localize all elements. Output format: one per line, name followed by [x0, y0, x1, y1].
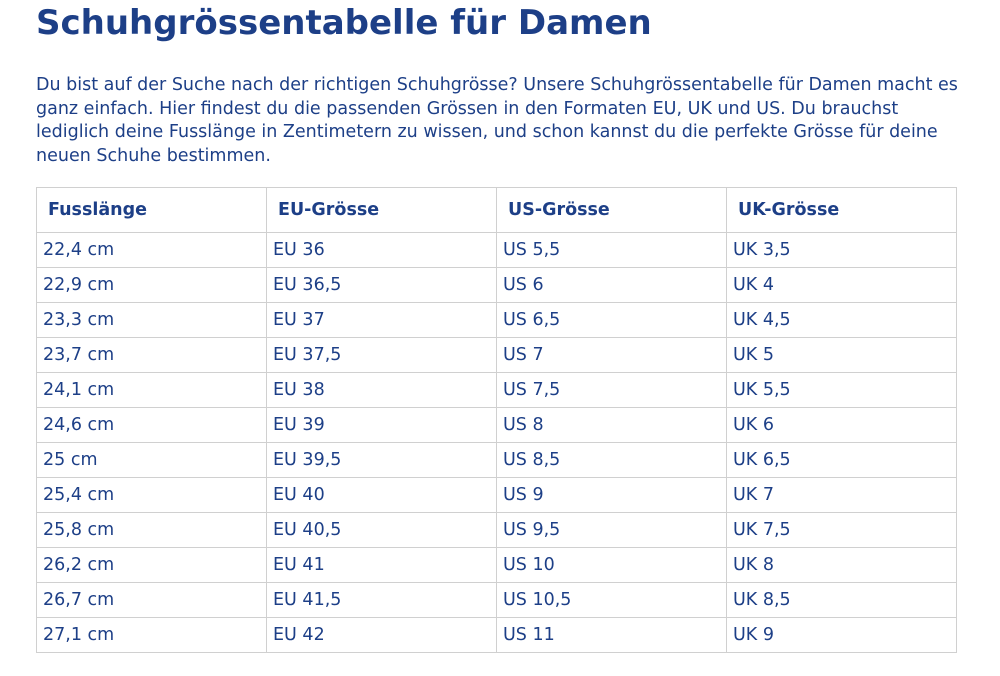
size-table: Fusslänge EU-Grösse US-Grösse UK-Grösse …: [36, 187, 957, 653]
cell-foot-length: 26,2 cm: [36, 547, 267, 583]
cell-uk-size: UK 4: [726, 267, 957, 303]
header-eu-size: EU-Grösse: [266, 187, 497, 233]
table-row: 26,7 cm EU 41,5 US 10,5 UK 8,5: [36, 582, 957, 618]
table-row: 24,6 cm EU 39 US 8 UK 6: [36, 407, 957, 443]
table-row: 25,8 cm EU 40,5 US 9,5 UK 7,5: [36, 512, 957, 548]
cell-uk-size: UK 8: [726, 547, 957, 583]
cell-foot-length: 25,4 cm: [36, 477, 267, 513]
cell-foot-length: 24,6 cm: [36, 407, 267, 443]
cell-foot-length: 23,7 cm: [36, 337, 267, 373]
cell-eu-size: EU 36,5: [266, 267, 497, 303]
cell-us-size: US 6: [496, 267, 727, 303]
cell-foot-length: 26,7 cm: [36, 582, 267, 618]
cell-foot-length: 22,9 cm: [36, 267, 267, 303]
cell-uk-size: UK 7,5: [726, 512, 957, 548]
table-row: 26,2 cm EU 41 US 10 UK 8: [36, 547, 957, 583]
cell-eu-size: EU 41,5: [266, 582, 497, 618]
cell-foot-length: 22,4 cm: [36, 232, 267, 268]
cell-eu-size: EU 40: [266, 477, 497, 513]
cell-uk-size: UK 9: [726, 617, 957, 653]
cell-foot-length: 23,3 cm: [36, 302, 267, 338]
cell-uk-size: UK 3,5: [726, 232, 957, 268]
table-row: 27,1 cm EU 42 US 11 UK 9: [36, 617, 957, 653]
cell-uk-size: UK 8,5: [726, 582, 957, 618]
table-row: 25,4 cm EU 40 US 9 UK 7: [36, 477, 957, 513]
cell-us-size: US 5,5: [496, 232, 727, 268]
cell-uk-size: UK 6,5: [726, 442, 957, 478]
cell-eu-size: EU 41: [266, 547, 497, 583]
table-header-row: Fusslänge EU-Grösse US-Grösse UK-Grösse: [36, 187, 957, 233]
cell-foot-length: 24,1 cm: [36, 372, 267, 408]
table-row: 23,7 cm EU 37,5 US 7 UK 5: [36, 337, 957, 373]
cell-eu-size: EU 39: [266, 407, 497, 443]
table-row: 25 cm EU 39,5 US 8,5 UK 6,5: [36, 442, 957, 478]
cell-uk-size: UK 5: [726, 337, 957, 373]
cell-uk-size: UK 5,5: [726, 372, 957, 408]
cell-us-size: US 11: [496, 617, 727, 653]
intro-paragraph: Du bist auf der Suche nach der richtigen…: [36, 75, 958, 166]
cell-us-size: US 8,5: [496, 442, 727, 478]
table-row: 24,1 cm EU 38 US 7,5 UK 5,5: [36, 372, 957, 408]
cell-foot-length: 27,1 cm: [36, 617, 267, 653]
cell-eu-size: EU 37: [266, 302, 497, 338]
table-row: 22,9 cm EU 36,5 US 6 UK 4: [36, 267, 957, 303]
page-title: Schuhgrössentabelle für Damen: [36, 3, 652, 43]
cell-us-size: US 7,5: [496, 372, 727, 408]
cell-us-size: US 9,5: [496, 512, 727, 548]
header-foot-length: Fusslänge: [36, 187, 267, 233]
cell-uk-size: UK 7: [726, 477, 957, 513]
cell-us-size: US 8: [496, 407, 727, 443]
cell-uk-size: UK 4,5: [726, 302, 957, 338]
cell-eu-size: EU 39,5: [266, 442, 497, 478]
cell-us-size: US 6,5: [496, 302, 727, 338]
cell-eu-size: EU 42: [266, 617, 497, 653]
table-body: 22,4 cm EU 36 US 5,5 UK 3,5 22,9 cm EU 3…: [36, 232, 957, 653]
cell-eu-size: EU 36: [266, 232, 497, 268]
cell-foot-length: 25,8 cm: [36, 512, 267, 548]
cell-us-size: US 10: [496, 547, 727, 583]
cell-eu-size: EU 40,5: [266, 512, 497, 548]
cell-foot-length: 25 cm: [36, 442, 267, 478]
table-row: 22,4 cm EU 36 US 5,5 UK 3,5: [36, 232, 957, 268]
table-row: 23,3 cm EU 37 US 6,5 UK 4,5: [36, 302, 957, 338]
cell-uk-size: UK 6: [726, 407, 957, 443]
header-uk-size: UK-Grösse: [726, 187, 957, 233]
cell-us-size: US 10,5: [496, 582, 727, 618]
cell-us-size: US 7: [496, 337, 727, 373]
cell-eu-size: EU 38: [266, 372, 497, 408]
cell-eu-size: EU 37,5: [266, 337, 497, 373]
header-us-size: US-Grösse: [496, 187, 727, 233]
cell-us-size: US 9: [496, 477, 727, 513]
